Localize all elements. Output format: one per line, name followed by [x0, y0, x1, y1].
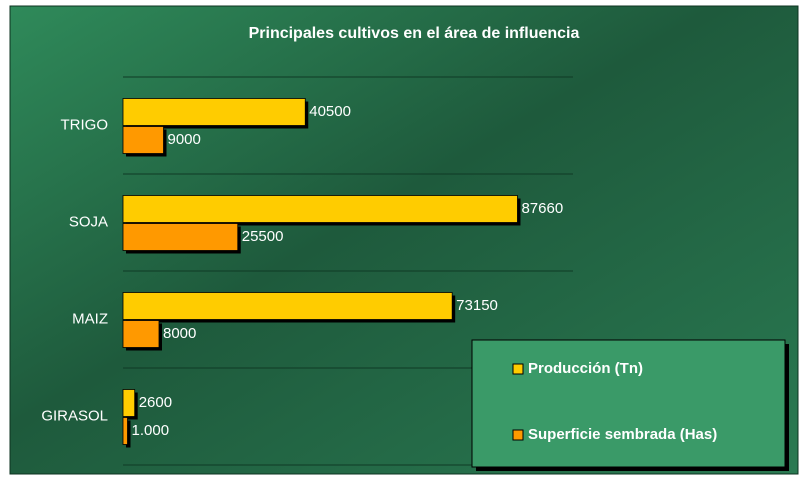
data-label: 40500 [309, 103, 351, 120]
bar [122, 126, 164, 154]
data-label: 25500 [242, 228, 284, 245]
y-tick-label: SOJA [69, 213, 108, 230]
y-tick-label: TRIGO [61, 116, 109, 133]
bar [122, 320, 160, 348]
y-tick-label: MAIZ [72, 310, 108, 327]
legend [471, 339, 786, 468]
data-label: 2600 [139, 394, 172, 411]
data-label: 8000 [163, 325, 196, 342]
data-label: 87660 [521, 200, 563, 217]
bar [122, 98, 306, 126]
y-tick-label: GIRASOL [41, 407, 108, 424]
chart-title: Principales cultivos en el área de influ… [249, 25, 580, 42]
legend-swatch [512, 429, 524, 441]
bar [122, 417, 128, 445]
data-label: 9000 [168, 131, 201, 148]
bar [122, 292, 453, 320]
data-label: 73150 [456, 297, 498, 314]
bar [122, 195, 518, 223]
data-label: 1.000 [132, 422, 170, 439]
legend-label: Producción (Tn) [528, 360, 643, 377]
legend-label: Superficie sembrada (Has) [528, 426, 717, 443]
bar-shadow [126, 420, 131, 448]
bar [122, 223, 239, 251]
legend-swatch [512, 363, 524, 375]
bar [122, 389, 136, 417]
